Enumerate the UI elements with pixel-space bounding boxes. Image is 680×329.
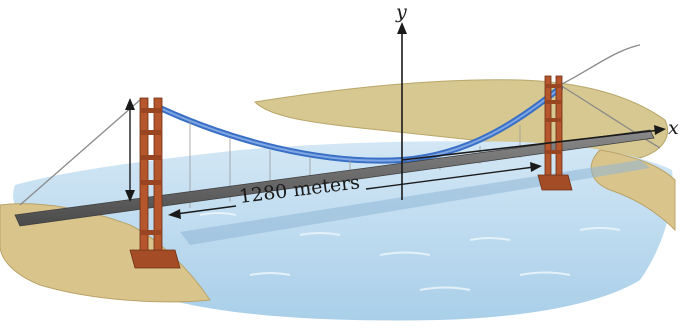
span-dimension: [168, 162, 542, 219]
water-ripples: [199, 212, 621, 291]
left-tower: [129, 97, 181, 269]
x-axis: [401, 125, 666, 161]
far-shore: [253, 79, 669, 159]
tower-height-dimension: [125, 98, 135, 202]
deck-shadow: [180, 160, 650, 245]
right-tower: [537, 75, 573, 191]
back-cables: [19, 44, 661, 206]
y-axis-label: y: [395, 1, 407, 23]
bridge-deck: [14, 129, 655, 227]
x-axis-label: x: [668, 117, 679, 139]
y-axis: [397, 22, 407, 200]
